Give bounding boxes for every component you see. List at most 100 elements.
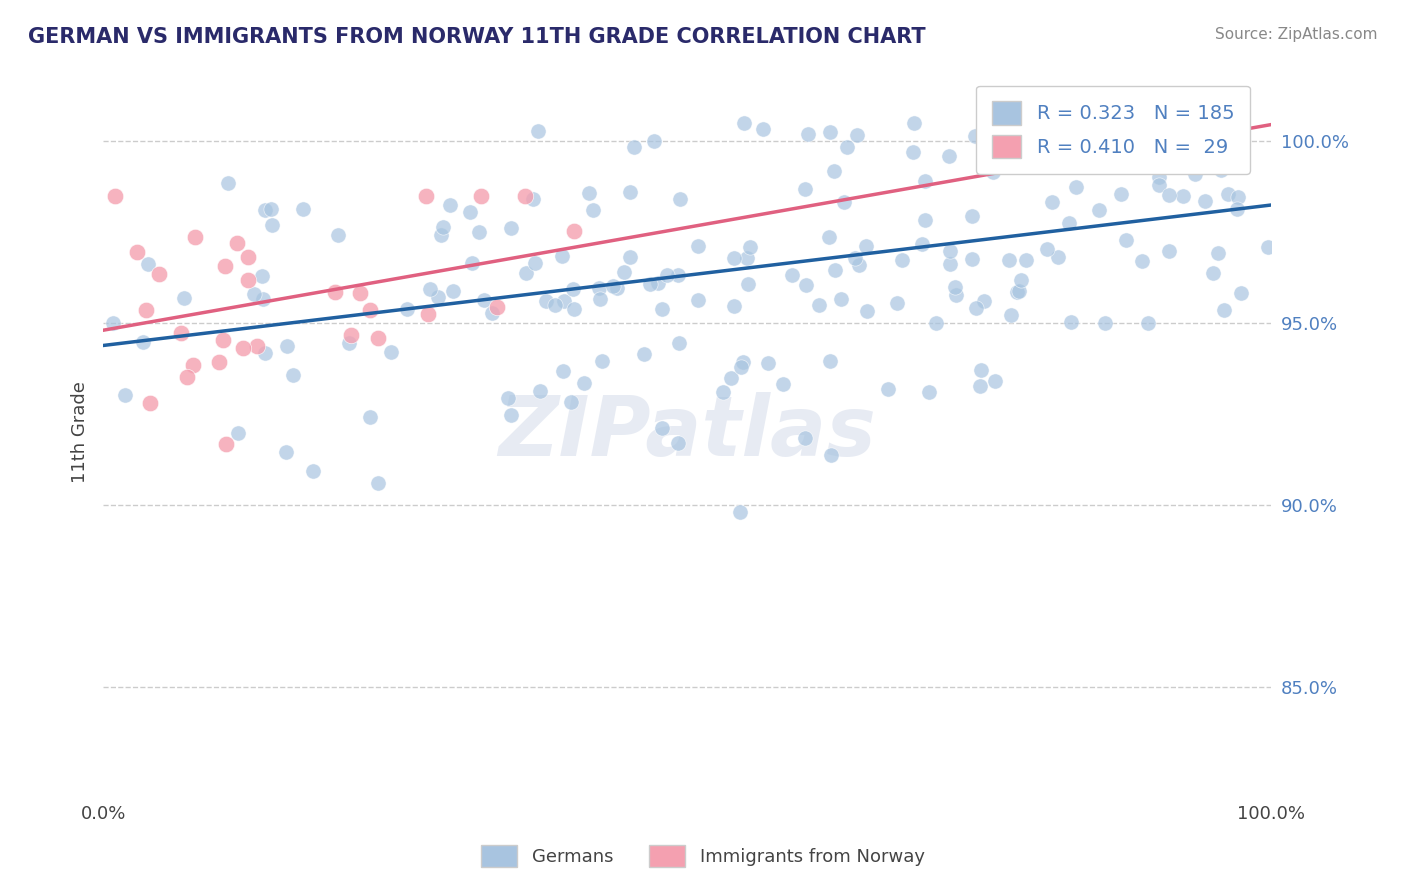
Point — [501, 220, 523, 235]
Point — [132, 334, 155, 349]
Point — [359, 303, 381, 318]
Point — [1226, 202, 1249, 217]
Point — [396, 302, 419, 317]
Point — [1057, 216, 1080, 230]
Point — [1257, 240, 1279, 254]
Point — [432, 220, 454, 235]
Point — [181, 358, 204, 372]
Point — [756, 356, 779, 370]
Point — [797, 127, 820, 141]
Point — [426, 290, 449, 304]
Point — [283, 368, 305, 382]
Point — [1094, 316, 1116, 330]
Point — [574, 376, 596, 390]
Point — [730, 359, 752, 374]
Point — [114, 388, 136, 402]
Point — [467, 225, 489, 239]
Point — [911, 236, 934, 251]
Point — [807, 298, 830, 312]
Point — [619, 185, 641, 199]
Point — [901, 145, 924, 160]
Point — [326, 227, 349, 242]
Point — [589, 292, 612, 306]
Point — [1147, 178, 1170, 192]
Point — [380, 344, 402, 359]
Point — [619, 250, 641, 264]
Point — [1159, 188, 1181, 202]
Point — [997, 252, 1019, 267]
Point — [1047, 250, 1070, 264]
Point — [1059, 315, 1081, 329]
Point — [855, 239, 877, 253]
Point — [1040, 195, 1063, 210]
Point — [340, 328, 363, 343]
Point — [544, 298, 567, 312]
Point — [252, 292, 274, 306]
Point — [939, 244, 962, 258]
Point — [1181, 131, 1204, 145]
Point — [148, 267, 170, 281]
Point — [439, 198, 461, 212]
Point — [633, 347, 655, 361]
Point — [793, 181, 815, 195]
Point — [817, 229, 839, 244]
Point — [945, 287, 967, 301]
Point — [1171, 188, 1194, 202]
Point — [562, 282, 585, 296]
Point — [170, 326, 193, 340]
Point — [1188, 116, 1211, 130]
Point — [818, 354, 841, 368]
Point — [534, 294, 557, 309]
Point — [1039, 116, 1062, 130]
Point — [1029, 116, 1052, 130]
Point — [686, 239, 709, 253]
Point — [886, 296, 908, 310]
Point — [737, 277, 759, 291]
Point — [1194, 194, 1216, 208]
Point — [651, 302, 673, 317]
Point — [960, 209, 983, 223]
Point — [606, 281, 628, 295]
Point — [499, 409, 522, 423]
Point — [602, 278, 624, 293]
Point — [1159, 244, 1181, 258]
Legend: Germans, Immigrants from Norway: Germans, Immigrants from Norway — [474, 838, 932, 874]
Point — [291, 202, 314, 216]
Point — [236, 251, 259, 265]
Point — [415, 188, 437, 202]
Point — [846, 128, 869, 143]
Point — [943, 279, 966, 293]
Point — [960, 252, 983, 266]
Point — [260, 219, 283, 233]
Point — [1000, 309, 1022, 323]
Point — [1209, 162, 1232, 177]
Point — [217, 177, 239, 191]
Point — [751, 122, 773, 136]
Point — [562, 302, 585, 317]
Point — [856, 303, 879, 318]
Point — [1216, 186, 1239, 201]
Text: Source: ZipAtlas.com: Source: ZipAtlas.com — [1215, 27, 1378, 42]
Point — [226, 425, 249, 440]
Point — [1227, 190, 1250, 204]
Point — [1087, 202, 1109, 217]
Point — [246, 339, 269, 353]
Point — [643, 134, 665, 148]
Text: GERMAN VS IMMIGRANTS FROM NORWAY 11TH GRADE CORRELATION CHART: GERMAN VS IMMIGRANTS FROM NORWAY 11TH GR… — [28, 27, 925, 46]
Point — [101, 316, 124, 330]
Point — [430, 227, 453, 242]
Point — [772, 377, 794, 392]
Point — [655, 268, 678, 282]
Point — [1031, 151, 1053, 165]
Point — [183, 229, 205, 244]
Point — [104, 188, 127, 202]
Point — [1064, 180, 1087, 194]
Point — [1108, 116, 1130, 130]
Point — [562, 223, 585, 237]
Point — [553, 364, 575, 378]
Point — [522, 192, 544, 206]
Point — [243, 286, 266, 301]
Point — [253, 345, 276, 359]
Point — [238, 273, 260, 287]
Point — [832, 194, 855, 209]
